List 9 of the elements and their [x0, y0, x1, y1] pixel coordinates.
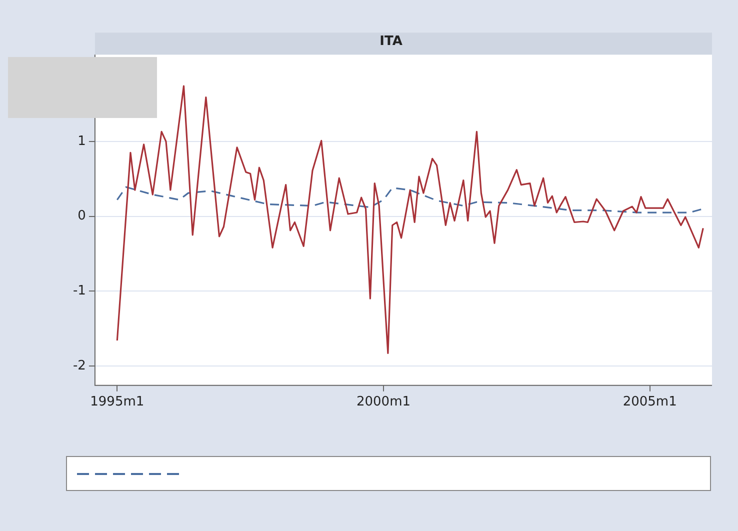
y-tick-label: 1: [78, 134, 86, 149]
y-tick-label: -1: [72, 283, 86, 298]
y-tick-label: -2: [72, 358, 86, 374]
line-series: [116, 186, 704, 214]
x-tick-label: 2000m1: [356, 394, 411, 410]
x-tick-label: 2005m1: [622, 394, 677, 410]
chart-title: ITA: [380, 34, 402, 50]
x-tick-label: 1995m1: [90, 394, 144, 410]
y-tick-label: 0: [78, 208, 86, 224]
